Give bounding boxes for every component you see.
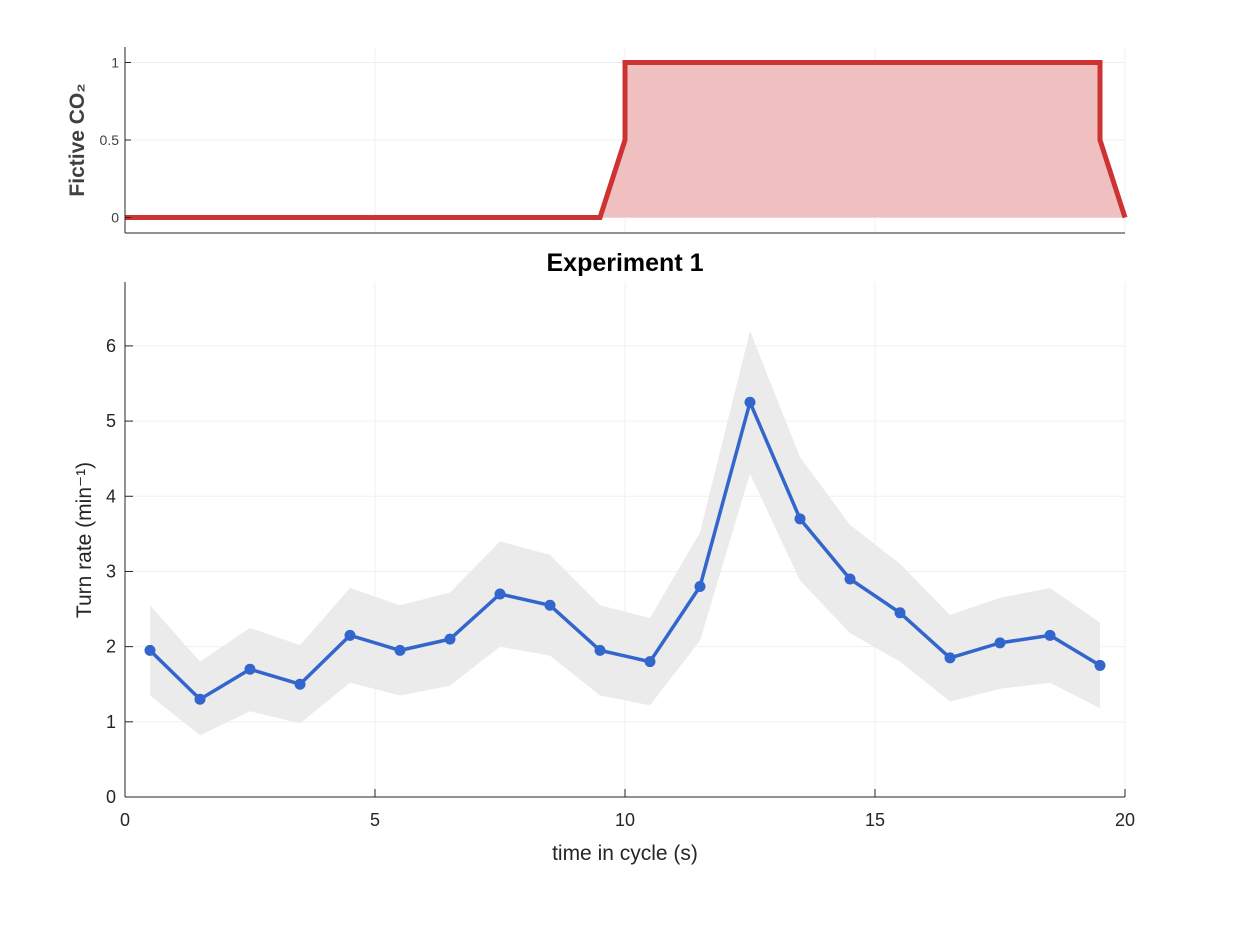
- data-point: [194, 693, 206, 705]
- y-tick-label: 5: [106, 411, 116, 431]
- top-y-tick-label: 0.5: [100, 132, 120, 148]
- data-point: [394, 644, 406, 656]
- data-point: [794, 513, 806, 525]
- data-point: [644, 656, 656, 668]
- data-point: [844, 573, 856, 585]
- data-point: [694, 580, 706, 592]
- data-point: [144, 644, 156, 656]
- data-point: [744, 396, 756, 408]
- co2-line: [125, 60, 1128, 220]
- error-band: [150, 330, 1100, 736]
- data-point: [544, 599, 556, 611]
- y-tick-label: 0: [106, 787, 116, 807]
- main-y-ticks: 0 1 2 3 4 5 6: [106, 336, 133, 807]
- data-point: [244, 663, 256, 675]
- confidence-band: [150, 330, 1100, 736]
- data-point: [894, 607, 906, 619]
- main-grid: [124, 282, 1126, 798]
- top-plot-area: [125, 60, 1128, 220]
- x-tick-label: 20: [1115, 810, 1135, 830]
- turn-rate-series: [144, 396, 1106, 705]
- data-point: [444, 633, 456, 645]
- data-point: [1044, 629, 1056, 641]
- data-point: [594, 644, 606, 656]
- co2-stimulus-panel: 00.51 Fictive CO₂: [66, 47, 1128, 234]
- y-axis-label: Turn rate (min⁻¹): [73, 462, 96, 618]
- main-x-ticks: 0 5 10 15 20: [120, 789, 1135, 830]
- data-point: [494, 588, 506, 600]
- y-tick-label: 6: [106, 336, 116, 356]
- turn-rate-line: [148, 400, 1101, 702]
- y-tick-label: 3: [106, 561, 116, 581]
- x-tick-label: 0: [120, 810, 130, 830]
- y-tick-label: 2: [106, 637, 116, 657]
- turn-rate-panel: Experiment 1 0 5 10 15 20 0 1 2 3 4 5 6 time in cy…: [73, 249, 1135, 865]
- top-y-ticks: 00.51: [100, 55, 131, 226]
- x-tick-label: 5: [370, 810, 380, 830]
- top-y-tick-label: 1: [111, 55, 119, 71]
- x-tick-label: 15: [865, 810, 885, 830]
- data-point: [944, 652, 956, 664]
- top-y-axis-label: Fictive CO₂: [66, 83, 89, 196]
- top-y-tick-label: 0: [111, 210, 119, 226]
- x-tick-label: 10: [615, 810, 635, 830]
- data-point: [294, 678, 306, 690]
- data-point: [344, 629, 356, 641]
- y-tick-label: 1: [106, 712, 116, 732]
- data-point: [1094, 659, 1106, 671]
- chart-title: Experiment 1: [546, 249, 703, 277]
- data-point: [994, 637, 1006, 649]
- x-axis-label: time in cycle (s): [552, 842, 698, 865]
- y-tick-label: 4: [106, 486, 116, 506]
